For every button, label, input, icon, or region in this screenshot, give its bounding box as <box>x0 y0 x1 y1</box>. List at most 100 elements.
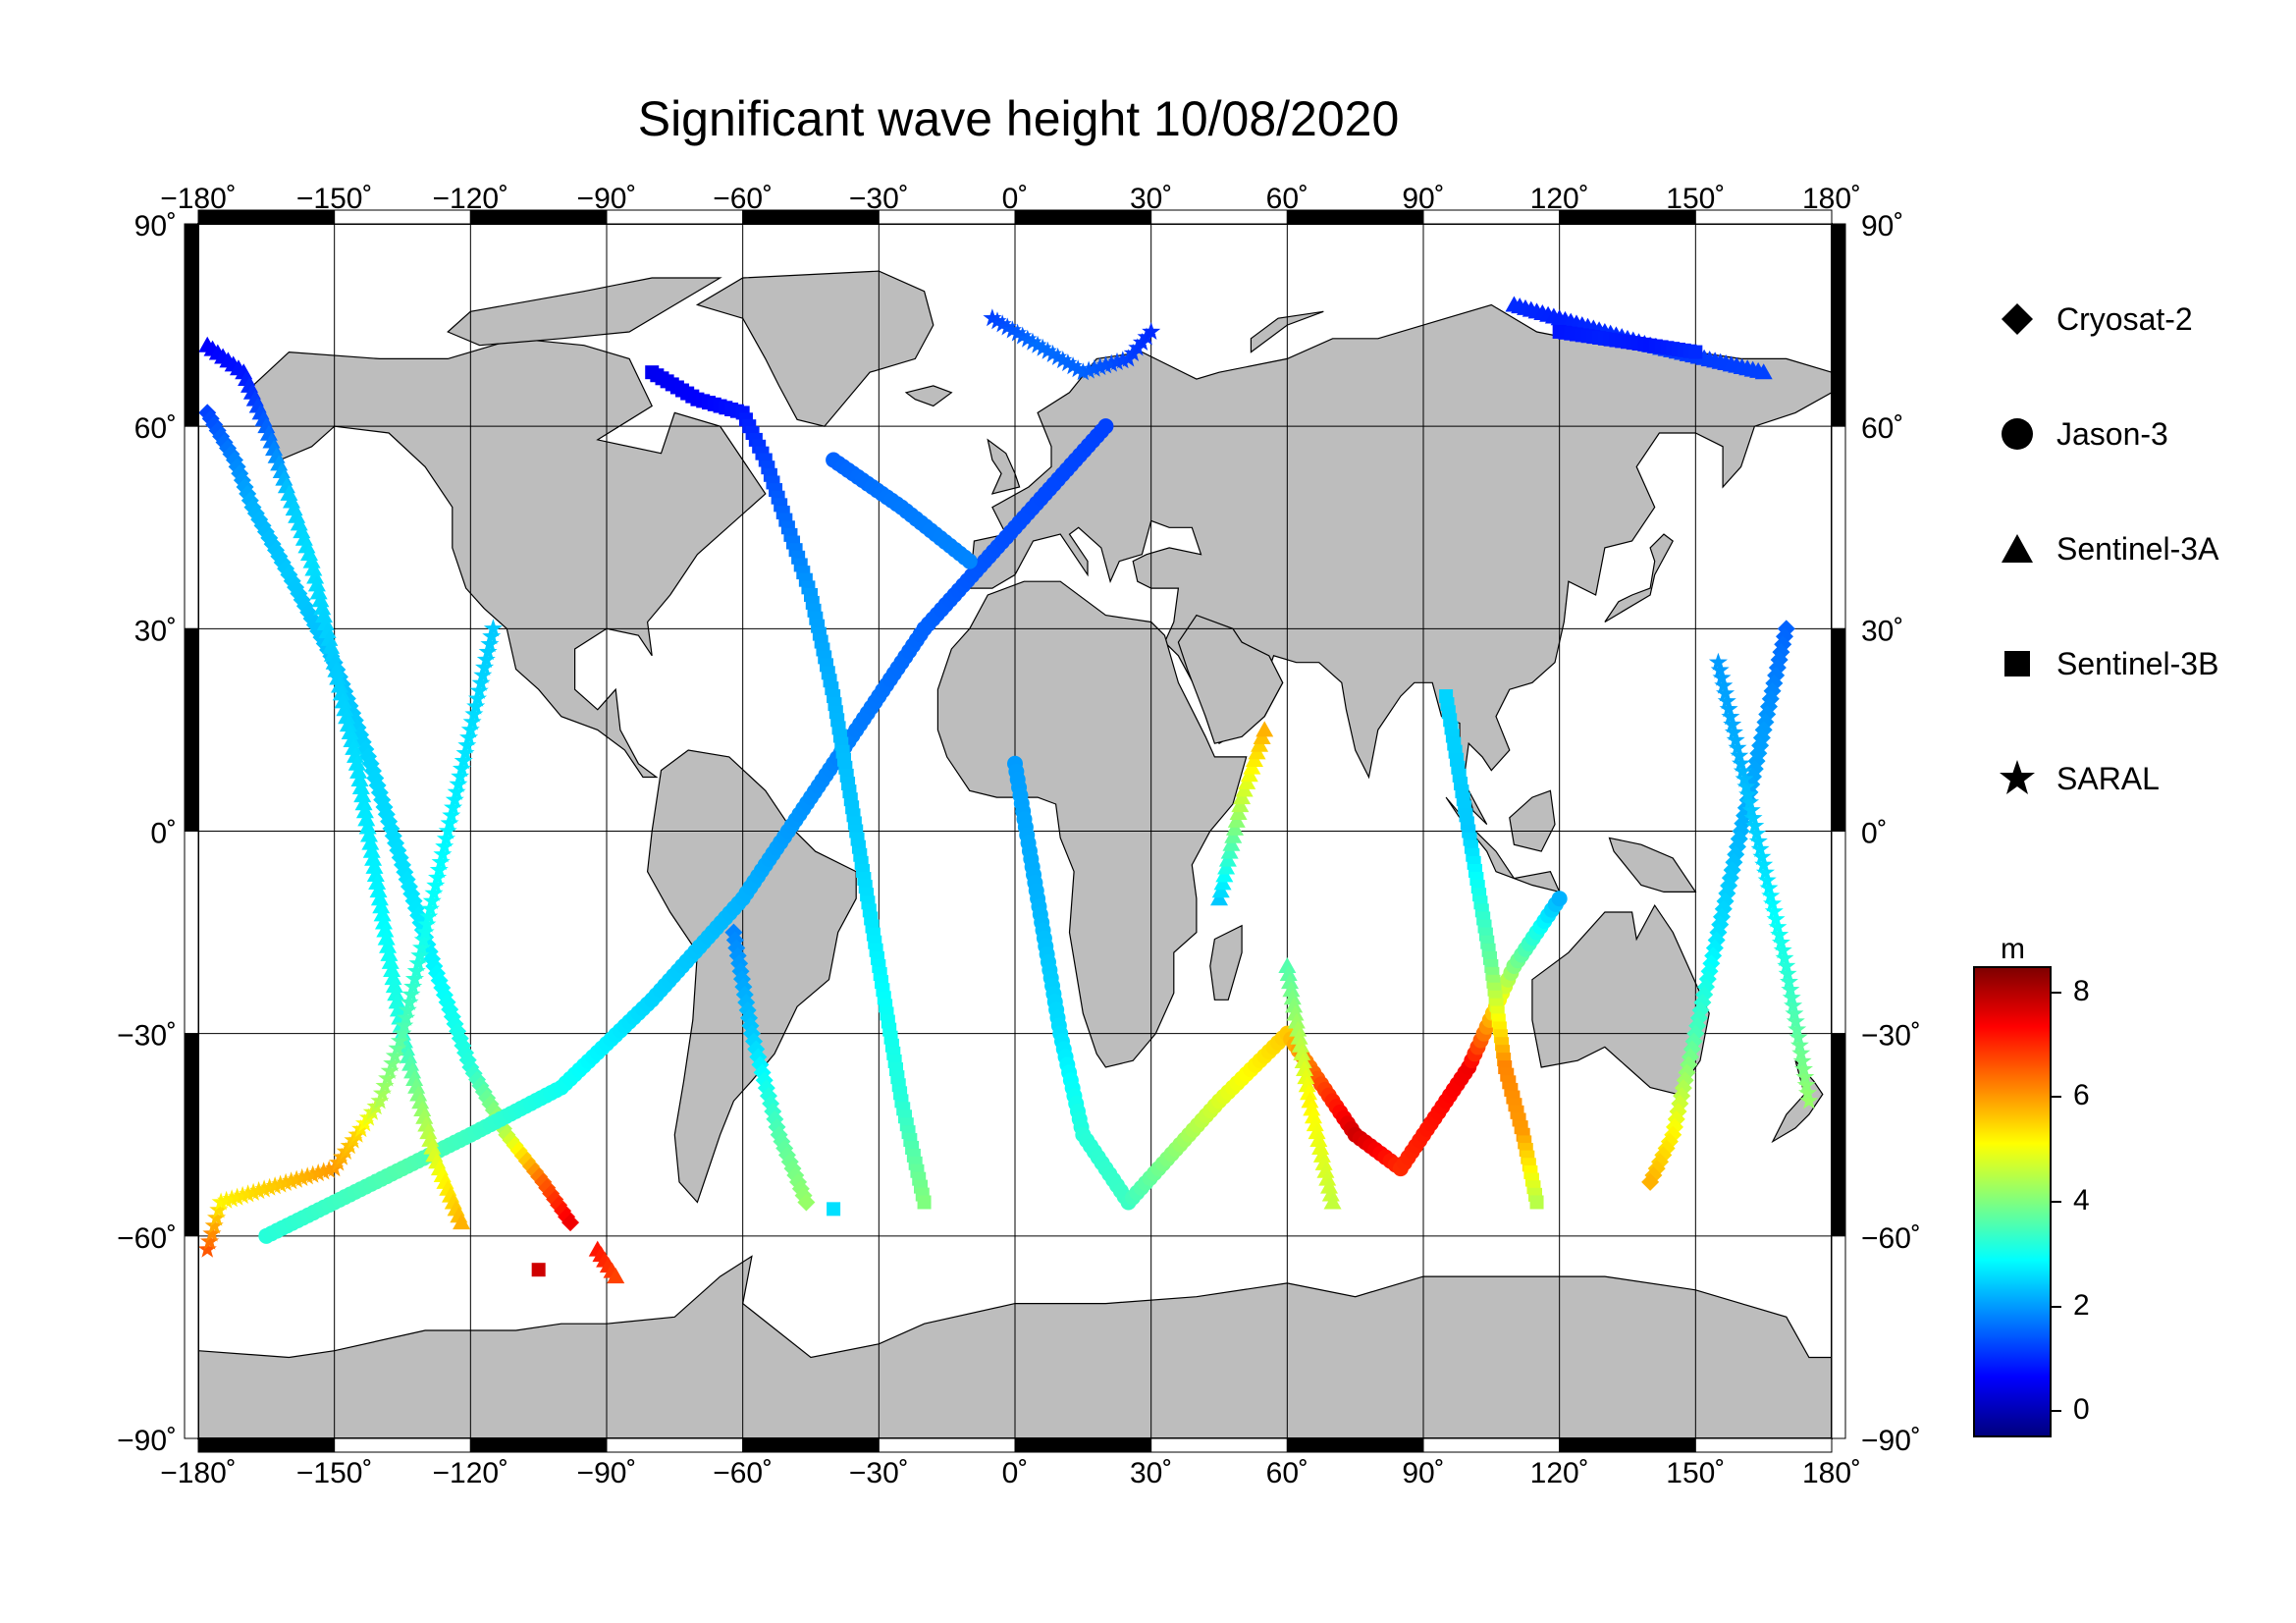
colorbar-tickmark <box>2052 1305 2061 1308</box>
sentinel3a-point <box>1306 1115 1324 1132</box>
sentinel3a-point <box>369 882 388 898</box>
saral-point <box>464 704 484 723</box>
sentinel3a-point <box>1294 1052 1312 1068</box>
saral-point <box>438 821 457 839</box>
saral-point <box>1792 1052 1812 1070</box>
sentinel3a-point <box>325 653 344 670</box>
sentinel3a-point <box>338 708 356 725</box>
saral-point <box>1761 886 1781 904</box>
saral-point <box>1757 870 1777 889</box>
sentinel3a-point <box>385 977 403 994</box>
sentinel3a-point <box>313 599 332 616</box>
saral-point <box>454 751 473 770</box>
saral-point <box>424 883 444 901</box>
sentinel3a-point <box>1293 1044 1311 1060</box>
sentinel3a-point <box>345 738 363 755</box>
lon-tick-bottom: −150˚ <box>296 1457 373 1489</box>
sentinel3a-point <box>366 865 385 882</box>
sentinel3a-point <box>362 841 381 858</box>
sentinel3a-point <box>311 591 330 608</box>
frame-segment-bottom <box>1694 1437 1833 1453</box>
saral-point <box>200 1231 220 1250</box>
saral-point <box>440 813 459 832</box>
land-arctic-islands <box>447 277 722 347</box>
sentinel3a-point <box>1281 973 1300 990</box>
lon-tick-top: 0˚ <box>1002 183 1029 215</box>
saral-point <box>209 1200 229 1218</box>
sentinel3a-point <box>400 1047 418 1063</box>
lat-tick-left: −90˚ <box>117 1425 177 1457</box>
saral-point <box>1058 353 1078 372</box>
saral-point <box>466 696 486 715</box>
lon-tick-bottom: 150˚ <box>1666 1457 1725 1489</box>
saral-point <box>1732 753 1751 772</box>
saral-point <box>314 1162 334 1180</box>
saral-point <box>457 735 477 754</box>
saral-point <box>1142 322 1161 340</box>
sentinel3a-point <box>306 568 325 584</box>
legend-item-sentinel3a: Sentinel-3A <box>1998 524 2218 573</box>
saral-point <box>1789 1035 1809 1054</box>
saral-point <box>467 688 487 707</box>
sentinel3a-point <box>315 607 333 623</box>
sentinel3b-point <box>531 1263 546 1277</box>
frame-segment-right <box>1831 223 1846 427</box>
jason3-point <box>961 553 978 569</box>
saral-point <box>475 658 495 676</box>
sentinel3a-point <box>1290 1028 1308 1045</box>
sentinel3a-point <box>358 818 377 835</box>
sentinel3a-point <box>351 779 370 795</box>
sentinel3a-point <box>339 716 357 732</box>
sentinel3a-point <box>1754 363 1773 380</box>
saral-point <box>1763 893 1783 912</box>
sentinel3a-point <box>1301 1092 1319 1109</box>
colorbar-tick-label: 6 <box>2073 1079 2090 1112</box>
lat-tick-left: −60˚ <box>117 1222 177 1255</box>
legend-label: Cryosat-2 <box>2056 300 2193 337</box>
saral-point <box>1726 730 1745 749</box>
saral-point <box>473 665 493 683</box>
sentinel3a-point <box>370 890 389 906</box>
lon-tick-bottom: 90˚ <box>1402 1457 1444 1489</box>
saral-point <box>1013 326 1033 345</box>
frame-segment-right <box>1831 1235 1846 1439</box>
sentinel3a-point <box>320 629 339 646</box>
saral-point <box>303 1164 323 1183</box>
sentinel3a-point <box>384 969 402 986</box>
sentinel3a-point <box>327 661 346 677</box>
series-sentinel3b <box>531 324 1703 1277</box>
saral-point <box>1736 777 1756 795</box>
saral-point <box>406 961 426 980</box>
saral-point <box>460 720 480 738</box>
sentinel3a-point <box>407 1077 426 1094</box>
sentinel3a-point <box>381 952 400 969</box>
saral-point <box>1778 964 1797 983</box>
saral-point <box>1728 737 1747 756</box>
saral-point <box>1755 862 1775 881</box>
sentinel3a-point <box>323 645 342 662</box>
saral-point <box>1781 980 1800 999</box>
frame-segment-left <box>184 1235 199 1439</box>
lon-tick-bottom: 30˚ <box>1130 1457 1172 1489</box>
saral-point <box>1766 909 1786 928</box>
frame-segment-left <box>184 1033 199 1237</box>
legend-label: Sentinel-3A <box>2056 530 2219 567</box>
sentinel3a-point <box>1289 1020 1308 1037</box>
saral-point <box>207 1208 226 1226</box>
legend-item-cryosat2: Cryosat-2 <box>1998 295 2193 344</box>
saral-point <box>415 922 435 941</box>
sentinel3a-point <box>607 1268 625 1284</box>
saral-point <box>1754 854 1774 873</box>
saral-point <box>449 774 468 792</box>
map-frame <box>184 209 1846 1453</box>
saral-point <box>459 728 479 746</box>
series-jason3 <box>258 418 1568 1244</box>
lon-tick-top: 90˚ <box>1402 183 1444 215</box>
saral-point <box>1743 808 1763 827</box>
lon-tick-bottom: 180˚ <box>1802 1457 1861 1489</box>
sentinel3b-point <box>1688 345 1703 359</box>
saral-point <box>422 891 442 909</box>
square-icon <box>1998 644 2037 683</box>
sentinel3a-point <box>413 1100 432 1116</box>
lon-tick-bottom: 60˚ <box>1266 1457 1308 1489</box>
